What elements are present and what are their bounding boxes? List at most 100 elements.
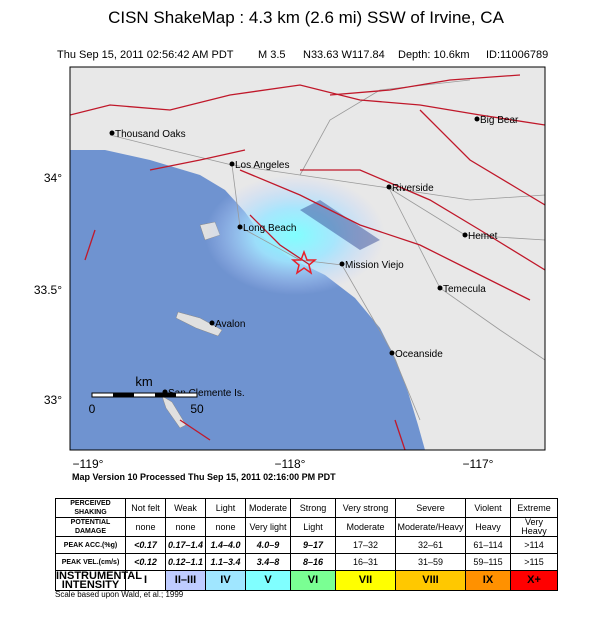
- city-label: Hemet: [468, 231, 498, 242]
- legend-cell: 16–31: [335, 553, 396, 571]
- legend-cell: Moderate: [335, 517, 396, 537]
- city-marker: [474, 116, 480, 122]
- faults: [70, 74, 545, 450]
- legend-cell: IX: [465, 570, 511, 591]
- legend-cell: V: [245, 570, 291, 591]
- footnote: Scale based upon Wald, et al.; 1999: [55, 590, 184, 599]
- longitude-label: −119°: [73, 457, 104, 471]
- legend-cell: 1.1–3.4: [205, 553, 246, 571]
- scale-end: 50: [190, 402, 204, 416]
- legend-cell: Extreme: [510, 498, 558, 518]
- legend-cell: >114: [510, 536, 558, 554]
- row-label: PERCEIVED SHAKING: [55, 498, 126, 518]
- version: Map Version 10 Processed Thu Sep 15, 201…: [72, 472, 336, 482]
- legend-cell: Moderate: [245, 498, 291, 518]
- latitude-label: 33°: [44, 393, 62, 407]
- subtitle: Thu Sep 15, 2011 02:56:42 AM PDT M 3.5 N33…: [57, 49, 548, 61]
- city-marker: [462, 232, 468, 238]
- latitude-label: 33.5°: [34, 283, 62, 297]
- city-label: San Clemente Is.: [168, 388, 245, 399]
- legend-cell: II–III: [165, 570, 206, 591]
- subtitle-part: ID:11006789: [486, 49, 548, 61]
- scale-unit: km: [135, 374, 152, 389]
- city-label: Riverside: [392, 183, 434, 194]
- legend-row: PERCEIVED SHAKING Not felt Weak Light Modera…: [55, 498, 558, 518]
- legend-cell: 3.4–8: [245, 553, 291, 571]
- legend-row: INSTRUMENTAL INTENSITY I II–III IV V VI VII VII…: [55, 569, 558, 591]
- legend-cell: VII: [335, 570, 396, 591]
- roads: [109, 79, 545, 421]
- city-marker: [229, 161, 235, 167]
- map-frame: [69, 66, 546, 451]
- legend-cell: Very Heavy: [510, 517, 558, 537]
- scale-bar-segment: [113, 393, 134, 397]
- city-marker: [339, 261, 345, 267]
- longitude-label: −117°: [463, 457, 494, 471]
- legend-cell: 32–61: [395, 536, 466, 554]
- row-label: POTENTIAL DAMAGE: [55, 517, 126, 537]
- scale-bar-segment: [155, 393, 176, 397]
- legend-cell: IV: [205, 570, 246, 591]
- subtitle-part: Thu Sep 15, 2011 02:56:42 AM PDT: [57, 49, 234, 61]
- coordinate-labels: 34° 33.5° 33° −119° −118° −117°: [34, 171, 494, 471]
- city-marker: [237, 224, 243, 230]
- latitude-label: 34°: [44, 171, 62, 185]
- legend-cell: Very light: [245, 517, 291, 537]
- intensity-legend: PERCEIVED SHAKING Not felt Weak Light Modera…: [55, 498, 558, 591]
- legend-row: PEAK ACC.(%g) <0.17 0.17–1.4 1.4–4.0 4.0–9 9–…: [55, 536, 558, 554]
- legend-cell: >115: [510, 553, 558, 571]
- city-label: Los Angeles: [235, 160, 290, 171]
- legend-cell: Very strong: [335, 498, 396, 518]
- legend-cell: Not felt: [125, 498, 166, 518]
- cities: Thousand Oaks Los Angeles Big Bear Riversid…: [109, 115, 519, 399]
- city-marker: [437, 285, 443, 291]
- legend-cell: 4.0–9: [245, 536, 291, 554]
- city-label: Mission Viejo: [345, 260, 404, 271]
- legend-cell: 9–17: [290, 536, 336, 554]
- legend-cell: none: [125, 517, 166, 537]
- legend-cell: Moderate/Heavy: [395, 517, 466, 537]
- city-label: Temecula: [443, 284, 486, 295]
- legend-cell: none: [205, 517, 246, 537]
- legend-cell: VI: [290, 570, 336, 591]
- legend-cell: VIII: [395, 570, 466, 591]
- subtitle-part: M 3.5: [258, 49, 286, 61]
- legend-cell: 31–59: [395, 553, 466, 571]
- longitude-label: −118°: [275, 457, 306, 471]
- city-label: Long Beach: [243, 223, 296, 234]
- legend-cell: I: [125, 570, 166, 591]
- legend-cell: 0.12–1.1: [165, 553, 206, 571]
- legend-cell: Strong: [290, 498, 336, 518]
- city-label: Oceanside: [395, 349, 443, 360]
- row-label: PEAK VEL.(cm/s): [55, 553, 126, 571]
- city-marker: [209, 320, 215, 326]
- legend-cell: Heavy: [465, 517, 511, 537]
- legend-cell: none: [165, 517, 206, 537]
- map: Thousand Oaks Los Angeles Big Bear Riversid…: [34, 49, 548, 471]
- legend-cell: Weak: [165, 498, 206, 518]
- legend-cell: Light: [205, 498, 246, 518]
- title: CISN ShakeMap : 4.3 km (2.6 mi) SSW of I…: [108, 8, 504, 27]
- terrain-shade: [300, 200, 380, 250]
- legend-cell: 0.17–1.4: [165, 536, 206, 554]
- legend-cell: 8–16: [290, 553, 336, 571]
- city-label: Big Bear: [480, 115, 519, 126]
- legend-cell: X+: [510, 570, 558, 591]
- scale-bar: km 0 50: [89, 374, 204, 416]
- legend-row: PEAK VEL.(cm/s) <0.12 0.12–1.1 1.1–3.4 3.4–8…: [55, 553, 558, 571]
- row-label: PEAK ACC.(%g): [55, 536, 126, 554]
- scale-bar-box: [91, 392, 198, 398]
- scale-start: 0: [89, 402, 96, 416]
- map-body: [70, 67, 545, 450]
- city-marker: [389, 350, 395, 356]
- legend-cell: 59–115: [465, 553, 511, 571]
- subtitle-part: N33.63 W117.84: [303, 49, 385, 61]
- legend-cell: Light: [290, 517, 336, 537]
- legend-cell: Severe: [395, 498, 466, 518]
- row-label: INSTRUMENTAL INTENSITY: [55, 569, 142, 591]
- catalina-island: [175, 311, 223, 337]
- legend-cell: 17–32: [335, 536, 396, 554]
- epicenter: [290, 249, 318, 275]
- city-marker: [386, 184, 392, 190]
